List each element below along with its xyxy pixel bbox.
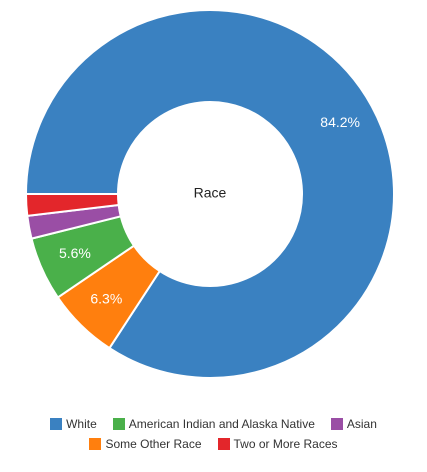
center-label: Race xyxy=(194,185,227,201)
legend-swatch xyxy=(217,438,230,450)
legend-item-asian[interactable]: Asian xyxy=(330,417,377,431)
legend-label: Two or More Races xyxy=(233,437,338,451)
legend-swatch xyxy=(50,418,63,430)
legend-label: American Indian and Alaska Native xyxy=(128,417,315,431)
slice-two-or-more-races[interactable] xyxy=(24,193,120,218)
slice-labels-group: 84.2% 6.3% 5.6% xyxy=(59,114,360,306)
legend-swatch xyxy=(112,418,125,430)
legend-label: Asian xyxy=(346,417,377,431)
slice-label-white: 84.2% xyxy=(320,114,360,130)
slice-white[interactable] xyxy=(24,9,395,379)
legend-row: Some Other Race Two or More Races xyxy=(0,437,427,451)
legend-swatch xyxy=(330,418,343,430)
slice-label-american-indian-and-alaska-native: 5.6% xyxy=(59,245,91,261)
legend-row: White American Indian and Alaska Native As… xyxy=(0,417,427,431)
legend-swatch xyxy=(89,438,102,450)
legend-item-white[interactable]: White xyxy=(50,417,97,431)
legend-label: White xyxy=(66,417,97,431)
slices-group xyxy=(24,9,395,379)
legend-label: Some Other Race xyxy=(105,437,202,451)
legend-item-some-other-race[interactable]: Some Other Race xyxy=(89,437,202,451)
legend-item-two-or-more-races[interactable]: Two or More Races xyxy=(217,437,338,451)
slice-label-some-other-race: 6.3% xyxy=(90,290,122,306)
legend-item-american-indian-and-alaska-native[interactable]: American Indian and Alaska Native xyxy=(112,417,315,431)
donut-chart: 84.2% 6.3% 5.6% Race xyxy=(24,9,395,379)
